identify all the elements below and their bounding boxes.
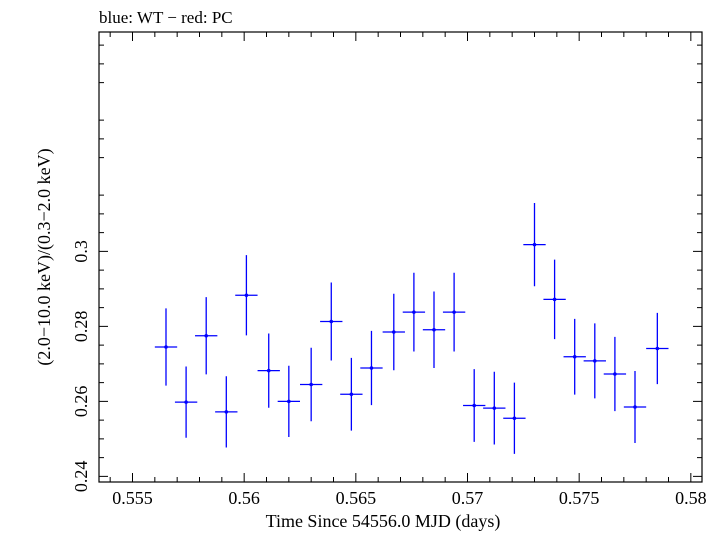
x-tick-label: 0.565 bbox=[336, 488, 377, 508]
data-point bbox=[154, 308, 178, 386]
data-point bbox=[360, 330, 383, 406]
data-point bbox=[463, 369, 486, 442]
data-marker bbox=[492, 406, 497, 410]
y-axis-ticks: 0.24 0.26 0.28 0.3 bbox=[71, 44, 702, 493]
data-point bbox=[215, 376, 238, 448]
data-point bbox=[340, 357, 363, 431]
data-marker bbox=[184, 400, 188, 404]
data-marker bbox=[452, 310, 456, 314]
x-tick-label: 0.56 bbox=[228, 488, 260, 508]
data-marker bbox=[432, 327, 436, 332]
x-tick-label: 0.575 bbox=[559, 488, 600, 508]
data-marker bbox=[633, 405, 637, 409]
data-point bbox=[442, 272, 466, 352]
data-point bbox=[174, 366, 198, 438]
data-point bbox=[543, 259, 566, 340]
chart-title: blue: WT − red: PC bbox=[99, 8, 233, 27]
data-point bbox=[623, 371, 647, 443]
data-marker bbox=[532, 242, 537, 247]
data-marker bbox=[613, 372, 617, 376]
data-marker bbox=[204, 333, 208, 338]
data-marker bbox=[329, 319, 334, 324]
data-marker bbox=[164, 345, 168, 349]
data-point bbox=[503, 382, 526, 454]
data-point bbox=[277, 365, 300, 437]
data-marker bbox=[369, 366, 374, 370]
x-tick-label: 0.555 bbox=[112, 488, 153, 508]
x-axis-ticks: 0.555 0.56 0.565 0.57 0.575 0.58 bbox=[109, 32, 707, 508]
data-marker bbox=[349, 392, 354, 397]
data-point bbox=[300, 347, 323, 422]
y-tick-label: 0.3 bbox=[71, 240, 91, 263]
data-point bbox=[402, 272, 426, 352]
data-marker bbox=[266, 368, 271, 373]
data-marker bbox=[224, 410, 229, 414]
data-point bbox=[646, 312, 669, 385]
x-axis-label: Time Since 54556.0 MJD (days) bbox=[266, 511, 501, 532]
data-marker bbox=[593, 359, 597, 363]
data-point bbox=[523, 203, 546, 287]
y-tick-label: 0.28 bbox=[71, 311, 91, 343]
y-tick-label: 0.26 bbox=[71, 386, 91, 418]
plot-frame bbox=[98, 31, 703, 483]
data-point bbox=[195, 297, 218, 375]
y-axis-label: (2.0−10.0 keV)/(0.3−2.0 keV) bbox=[34, 148, 55, 365]
data-marker bbox=[412, 310, 416, 314]
data-point bbox=[235, 255, 258, 336]
data-marker bbox=[244, 293, 249, 298]
data-point bbox=[563, 318, 586, 395]
data-point bbox=[583, 323, 606, 399]
data-marker bbox=[552, 297, 557, 302]
data-point bbox=[257, 333, 280, 408]
data-marker bbox=[655, 346, 660, 351]
data-marker bbox=[472, 403, 477, 408]
data-point bbox=[382, 293, 405, 371]
data-point bbox=[483, 371, 506, 445]
data-point bbox=[320, 282, 343, 361]
data-marker bbox=[392, 330, 396, 334]
data-marker bbox=[512, 416, 517, 421]
data-point bbox=[422, 291, 446, 368]
data-points bbox=[154, 203, 669, 454]
x-tick-label: 0.57 bbox=[452, 488, 484, 508]
data-marker bbox=[572, 354, 577, 359]
data-point bbox=[603, 336, 627, 412]
y-tick-label: 0.24 bbox=[71, 461, 91, 493]
data-marker bbox=[309, 382, 313, 387]
data-marker bbox=[287, 399, 291, 404]
x-tick-label: 0.58 bbox=[675, 488, 707, 508]
